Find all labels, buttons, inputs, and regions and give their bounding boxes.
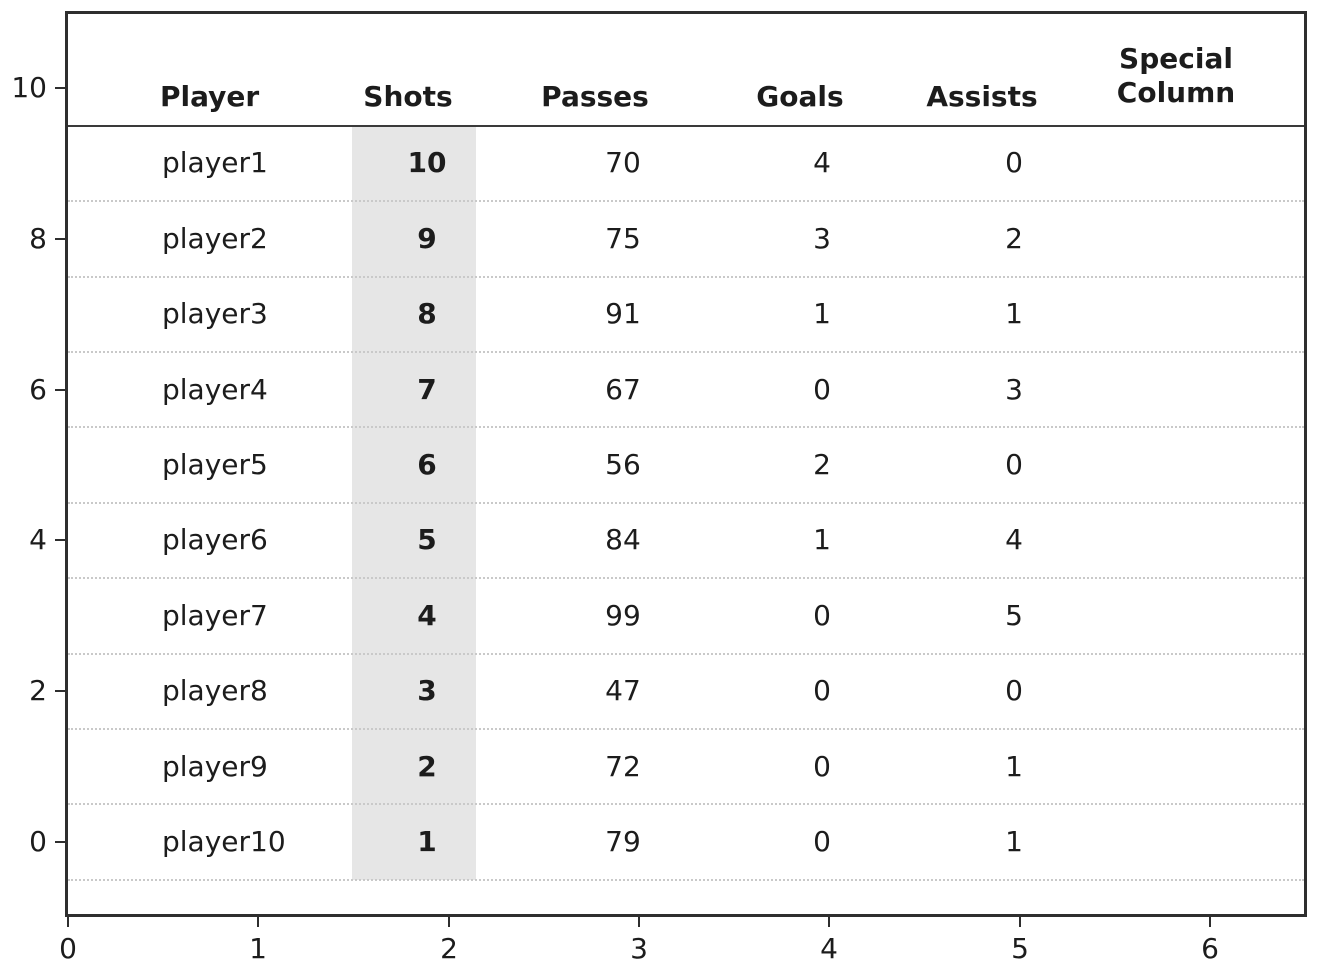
x-axis-tick-mark [1019, 917, 1021, 927]
cell-player: player1 [162, 146, 268, 179]
column-header-special-column: Special Column [1116, 42, 1236, 109]
column-header-shots: Shots [363, 80, 453, 113]
cell-goals: 2 [813, 448, 831, 481]
cell-goals: 4 [813, 146, 831, 179]
x-axis-tick-mark [828, 917, 830, 927]
x-axis-tick-label: 3 [630, 932, 648, 965]
column-header-passes: Passes [541, 80, 649, 113]
x-axis-tick-label: 2 [440, 932, 458, 965]
cell-shots: 6 [417, 448, 437, 481]
column-header-assists: Assists [926, 80, 1038, 113]
cell-goals: 0 [813, 825, 831, 858]
cell-passes: 67 [605, 373, 641, 406]
cell-passes: 47 [605, 674, 641, 707]
y-axis-tick-label: 2 [29, 674, 47, 707]
cell-shots: 9 [417, 222, 437, 255]
x-axis-tick-label: 5 [1011, 932, 1029, 965]
cell-passes: 91 [605, 297, 641, 330]
row-separator-line [68, 200, 1304, 202]
cell-player: player4 [162, 373, 268, 406]
x-axis-tick-mark [638, 917, 640, 927]
row-separator-line [68, 276, 1304, 278]
cell-player: player3 [162, 297, 268, 330]
y-axis-tick-mark [55, 238, 65, 240]
row-separator-line [68, 351, 1304, 353]
cell-player: player6 [162, 523, 268, 556]
cell-goals: 1 [813, 523, 831, 556]
cell-assists: 0 [1005, 146, 1023, 179]
cell-passes: 70 [605, 146, 641, 179]
row-separator-line [68, 879, 1304, 881]
x-axis-tick-label: 0 [59, 932, 77, 965]
y-axis-tick-mark [55, 539, 65, 541]
header-rule [68, 125, 1304, 127]
cell-goals: 0 [813, 750, 831, 783]
cell-player: player5 [162, 448, 268, 481]
cell-passes: 84 [605, 523, 641, 556]
x-axis-tick-label: 1 [249, 932, 267, 965]
column-header-goals: Goals [756, 80, 844, 113]
y-axis-tick-mark [55, 389, 65, 391]
row-separator-line [68, 653, 1304, 655]
y-axis-tick-mark [55, 87, 65, 89]
cell-shots: 2 [417, 750, 437, 783]
cell-goals: 0 [813, 373, 831, 406]
y-axis-tick-mark [55, 841, 65, 843]
cell-assists: 2 [1005, 222, 1023, 255]
row-separator-line [68, 426, 1304, 428]
cell-shots: 5 [417, 523, 437, 556]
row-separator-line [68, 502, 1304, 504]
x-axis-tick-mark [1209, 917, 1211, 927]
cell-shots: 1 [417, 825, 437, 858]
y-axis-tick-label: 4 [29, 523, 47, 556]
cell-goals: 3 [813, 222, 831, 255]
x-axis-tick-mark [257, 917, 259, 927]
row-separator-line [68, 728, 1304, 730]
cell-shots: 3 [417, 674, 437, 707]
cell-player: player9 [162, 750, 268, 783]
y-axis-tick-mark [55, 690, 65, 692]
cell-assists: 5 [1005, 599, 1023, 632]
y-axis-tick-label: 10 [11, 71, 47, 104]
cell-assists: 3 [1005, 373, 1023, 406]
cell-passes: 72 [605, 750, 641, 783]
cell-assists: 1 [1005, 750, 1023, 783]
cell-player: player8 [162, 674, 268, 707]
cell-goals: 1 [813, 297, 831, 330]
cell-player: player7 [162, 599, 268, 632]
y-axis-tick-label: 0 [29, 825, 47, 858]
cell-shots: 8 [417, 297, 437, 330]
cell-assists: 1 [1005, 297, 1023, 330]
cell-assists: 1 [1005, 825, 1023, 858]
column-header-player: Player [160, 80, 260, 113]
cell-passes: 99 [605, 599, 641, 632]
y-axis-tick-label: 6 [29, 373, 47, 406]
cell-passes: 75 [605, 222, 641, 255]
cell-player: player2 [162, 222, 268, 255]
cell-assists: 0 [1005, 674, 1023, 707]
cell-passes: 79 [605, 825, 641, 858]
cell-player: player10 [162, 825, 286, 858]
cell-passes: 56 [605, 448, 641, 481]
cell-goals: 0 [813, 599, 831, 632]
cell-shots: 4 [417, 599, 437, 632]
cell-goals: 0 [813, 674, 831, 707]
y-axis-tick-label: 8 [29, 222, 47, 255]
cell-assists: 4 [1005, 523, 1023, 556]
cell-shots: 7 [417, 373, 437, 406]
x-axis-tick-mark [67, 917, 69, 927]
row-separator-line [68, 577, 1304, 579]
cell-assists: 0 [1005, 448, 1023, 481]
row-separator-line [68, 803, 1304, 805]
cell-shots: 10 [407, 146, 447, 179]
x-axis-tick-label: 4 [820, 932, 838, 965]
x-axis-tick-mark [448, 917, 450, 927]
x-axis-tick-label: 6 [1201, 932, 1219, 965]
